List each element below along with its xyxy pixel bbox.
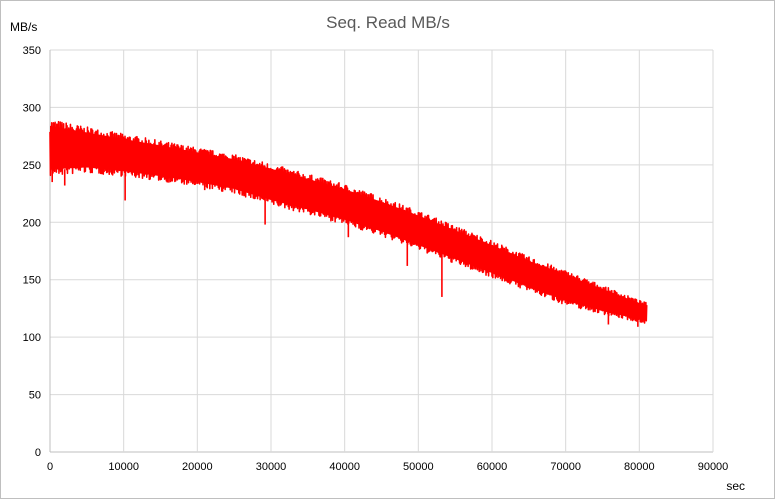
chart-title: Seq. Read MB/s [326,13,450,32]
y-tick-label: 200 [23,217,41,229]
x-tick-label: 70000 [550,461,581,473]
y-axis-label: MB/s [10,20,37,34]
y-tick-label: 300 [23,102,41,114]
y-tick-label: 350 [23,45,41,57]
y-tick-label: 250 [23,160,41,172]
y-tick-label: 100 [23,332,41,344]
x-tick-label: 30000 [256,461,287,473]
x-tick-label: 60000 [477,461,508,473]
x-tick-label: 10000 [108,461,139,473]
x-tick-label: 20000 [182,461,213,473]
x-tick-label: 50000 [403,461,434,473]
y-tick-label: 150 [23,275,41,287]
x-tick-label: 0 [47,461,53,473]
y-tick-label: 50 [29,390,41,402]
x-axis-label: sec [726,479,745,493]
series-band [50,125,647,321]
x-tick-label: 40000 [329,461,360,473]
x-tick-label: 80000 [624,461,655,473]
x-tick-label: 90000 [698,461,729,473]
y-tick-label: 0 [35,447,41,459]
